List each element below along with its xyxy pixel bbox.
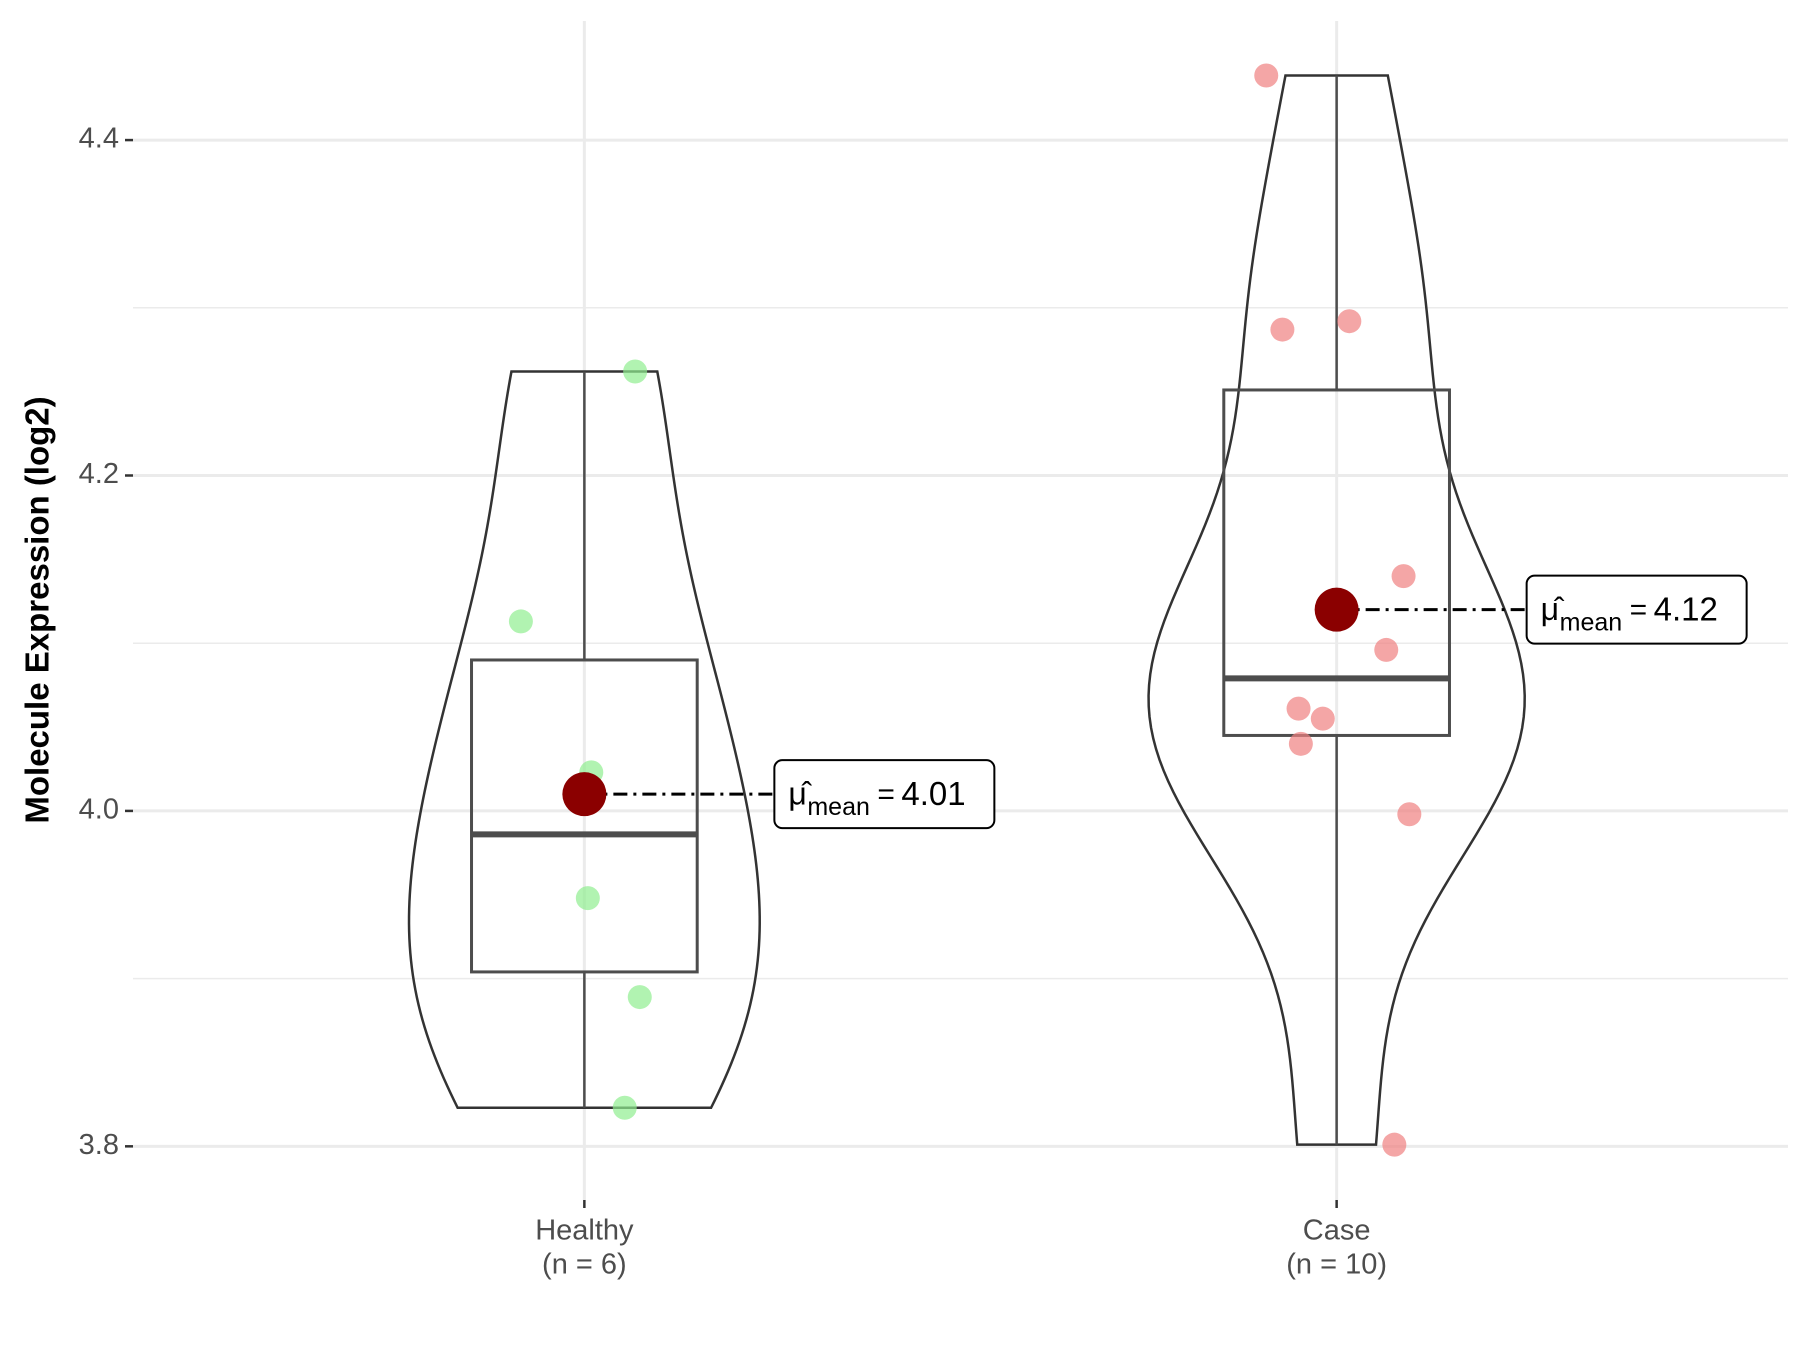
violin bbox=[407, 370, 761, 1110]
data-point bbox=[623, 359, 648, 384]
data-point bbox=[1397, 802, 1422, 827]
y-tick-label: 4.2 bbox=[79, 458, 119, 490]
mean-point bbox=[562, 772, 607, 817]
data-point bbox=[1391, 564, 1416, 589]
y-tick-label: 4.4 bbox=[79, 123, 119, 155]
violin bbox=[1147, 74, 1526, 1146]
x-tick-sublabel: (n = 6) bbox=[542, 1249, 627, 1281]
box bbox=[470, 658, 699, 974]
x-tick-sublabel: (n = 10) bbox=[1286, 1249, 1387, 1281]
mean-subscript: mean bbox=[1560, 608, 1623, 636]
data-point bbox=[1270, 317, 1295, 342]
mean-equals: = bbox=[1630, 594, 1648, 627]
y-axis-label: Molecule Expression (log2) bbox=[19, 396, 56, 823]
data-point bbox=[1286, 696, 1311, 721]
data-point bbox=[1382, 1132, 1407, 1157]
x-tick-label: Healthy bbox=[535, 1215, 634, 1247]
mean-label: μ̂ mean = 4.12 bbox=[1541, 590, 1718, 636]
box bbox=[1222, 388, 1451, 737]
y-tick-label: 3.8 bbox=[79, 1129, 119, 1161]
data-point bbox=[508, 609, 533, 634]
x-tick-label: Case bbox=[1303, 1215, 1371, 1247]
mean-label-box bbox=[773, 759, 996, 830]
data-point bbox=[1288, 731, 1313, 756]
data-point bbox=[627, 985, 652, 1010]
mean-value: 4.01 bbox=[901, 775, 965, 812]
mean-subscript: mean bbox=[807, 793, 870, 821]
data-point bbox=[1337, 309, 1362, 334]
mean-equals: = bbox=[877, 778, 895, 811]
data-point bbox=[612, 1095, 637, 1120]
y-tick-label: 4.0 bbox=[79, 794, 119, 826]
mean-label-box bbox=[1525, 574, 1748, 645]
data-point bbox=[575, 886, 600, 911]
data-point bbox=[1374, 637, 1399, 662]
mean-point bbox=[1314, 587, 1359, 632]
data-point bbox=[1254, 63, 1279, 88]
data-point bbox=[1310, 706, 1335, 731]
mean-value: 4.12 bbox=[1654, 590, 1718, 627]
